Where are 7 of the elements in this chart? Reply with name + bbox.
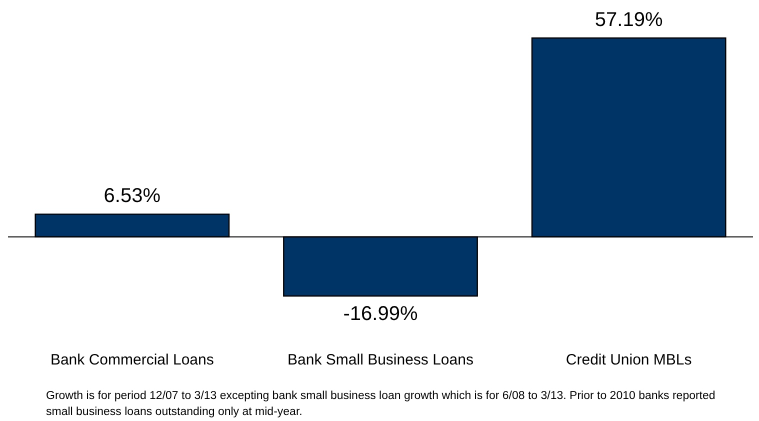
data-label: -16.99%: [343, 303, 418, 325]
x-tick-label: Bank Small Business Loans: [288, 352, 474, 368]
x-tick-label: Bank Commercial Loans: [50, 352, 214, 368]
data-label: 57.19%: [594, 9, 663, 31]
x-tick-label: Credit Union MBLs: [566, 352, 692, 368]
text: Growth is for period 12/07 to 3/13 excepting bank small business loan growth which is for 6/08 to 3/13. Prior to 2010 banks reported small business loans outstanding only at mid-year.: [46, 389, 716, 420]
data-label: 6.53%: [104, 185, 161, 208]
